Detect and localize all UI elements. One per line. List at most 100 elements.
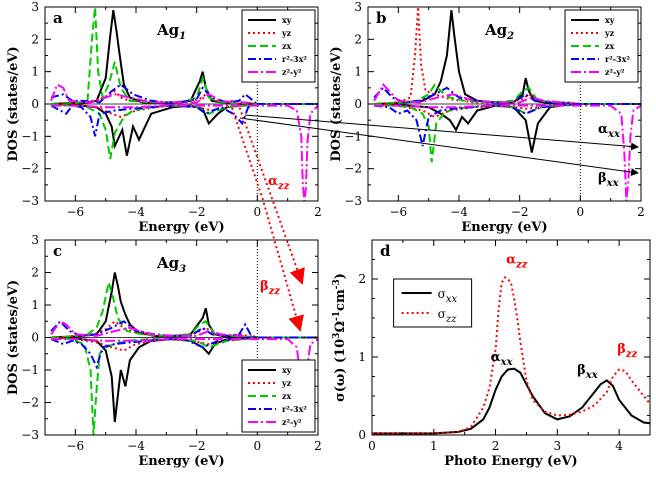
panel-c-xtick-label: 0 <box>254 439 262 453</box>
arrow-alpha-zz <box>237 102 305 285</box>
panel-b-ytick-label: 0 <box>354 97 362 111</box>
panel-d-xtick-label: 3 <box>554 439 562 453</box>
panel-d-legend-label-1: σzz <box>438 307 457 325</box>
panel-d-ytick-label: 1 <box>358 350 366 364</box>
panel-d-legend-label-0-sub: xx <box>446 294 458 305</box>
panel-b-xtick-label: 2 <box>637 205 645 219</box>
panel-a: −6 −4 −2 0 2 −3 −2 −1 0 1 2 3 Energy (eV) DOS (states… <box>6 0 322 235</box>
panel-d-legend-label-1-main: σ <box>438 307 446 321</box>
panel-c-series-6 <box>51 336 318 352</box>
panel-c-legend: xy yz zx r²-3x² z²-y² <box>241 359 316 433</box>
panel-d-ylabel: σ(ω) (103Ω-1cm-3) <box>332 273 348 402</box>
panel-c-title-main: Ag <box>156 254 180 272</box>
arrow-beta-zz <box>231 107 304 332</box>
panel-d-annot-1-sub: xx <box>500 357 514 368</box>
panel-b-xtick-label: −4 <box>450 205 468 219</box>
panel-d-xlabel: Photo Energy (eV) <box>444 454 577 469</box>
panel-d-annot-0: αzz <box>506 252 528 270</box>
panel-c-letter: c <box>53 242 62 260</box>
panel-d-xtick-label: 0 <box>368 439 376 453</box>
panel-d-legend-box <box>393 278 473 328</box>
panel-a-ytick-label: −2 <box>21 162 39 176</box>
panel-d-annot-1-main: α <box>491 350 501 365</box>
panel-d-series <box>372 276 650 435</box>
panel-b-ytick-label: −2 <box>344 162 362 176</box>
panel-d-ylabel-part-4: cm <box>333 289 348 311</box>
arrow-beta-xx <box>239 117 639 177</box>
panel-a-ytick-label: −1 <box>21 129 39 143</box>
panel-a-series-8 <box>50 103 318 137</box>
panel-a-ytick-label: 1 <box>31 65 39 79</box>
panel-d-letter: d <box>380 242 391 260</box>
panel-b: −6 −4 −2 0 2 −3 −2 −1 0 1 2 3 Energy (eV) DOS (states… <box>329 0 645 235</box>
panel-b-title: Ag2 <box>484 21 514 42</box>
panel-d-ylabel-part-5: -3 <box>332 279 342 289</box>
panel-b-legend-label-0: xy <box>605 15 615 25</box>
panel-b-legend-label-4: z²-y² <box>605 67 625 77</box>
panel-a-ytick-label: 0 <box>31 97 39 111</box>
arrow-beta-zz-label-main: β <box>260 279 269 294</box>
panel-a-legend-label-1: yz <box>281 28 292 38</box>
panel-a-legend-label-4: z²-y² <box>282 67 302 77</box>
panel-c-ytick-label: −1 <box>21 363 39 377</box>
panel-d-series-1 <box>372 276 650 435</box>
panel-b-xtick-label: −6 <box>389 205 407 219</box>
panel-d-xtick-label: 2 <box>492 439 500 453</box>
panel-a-series-4 <box>50 83 318 105</box>
panel-d-ylabel-part-1: 3 <box>332 333 342 339</box>
panel-b-ytick-label: 2 <box>354 32 362 46</box>
panel-c-series-3 <box>50 319 318 339</box>
panel-b-ytick-label: 3 <box>354 0 362 14</box>
panel-c-legend-label-1: yz <box>281 378 292 388</box>
panel-b-title-sub: 2 <box>506 31 514 42</box>
panel-a-xlabel: Energy (eV) <box>138 220 224 235</box>
arrow-beta-xx-label-main: β <box>598 171 607 186</box>
panel-d-legend-label-0: σxx <box>438 287 458 305</box>
panel-c-ytick-label: 1 <box>31 298 39 312</box>
panel-d-ytick-label: 2 <box>358 272 366 286</box>
arrow-beta-zz-label: βzz <box>260 279 280 297</box>
panel-d-ylabel-part-2: Ω <box>333 321 348 333</box>
panel-d-ylabel-part-6: ) <box>333 273 348 279</box>
panel-a-title-sub: 1 <box>179 31 186 42</box>
panels-layer: −6 −4 −2 0 2 −3 −2 −1 0 1 2 3 Energy (eV) DOS (states… <box>6 0 651 469</box>
panel-d-legend-label-0-main: σ <box>438 287 446 301</box>
panel-d-annot-1: αxx <box>491 350 514 368</box>
panel-c-xtick-label: 2 <box>314 439 322 453</box>
panel-c-ytick-label: −2 <box>21 396 39 410</box>
panel-a-legend-label-0: xy <box>282 15 292 25</box>
panel-b-series <box>373 7 641 201</box>
panel-d-legend-label-1-sub: zz <box>445 314 457 325</box>
panel-b-series-4 <box>373 82 641 105</box>
panel-d-ylabel-part-3: -1 <box>332 311 342 321</box>
panel-d-ylabel-part-0: σ(ω) (10 <box>333 339 348 402</box>
panel-b-legend-label-3: r²-3x² <box>605 54 630 64</box>
panel-b-ytick-label: 1 <box>354 65 362 79</box>
panel-b-ytick-label: −1 <box>344 129 362 143</box>
panel-a-ytick-label: 3 <box>31 0 39 14</box>
panel-c-ytick-label: −3 <box>21 428 39 442</box>
panel-c-xlabel: Energy (eV) <box>138 454 224 469</box>
panel-b-ylabel: DOS (states/eV) <box>329 46 344 161</box>
panel-c-series-8 <box>50 336 318 370</box>
panel-d-annot-3: βzz <box>617 342 637 360</box>
panel-a-legend-label-3: r²-3x² <box>282 54 307 64</box>
panel-a-title: Ag1 <box>156 21 186 42</box>
panel-a-xtick-label: 0 <box>254 205 262 219</box>
panel-a-legend-label-2: zx <box>282 41 292 51</box>
panel-d-annot-2-main: β <box>577 363 586 378</box>
panel-a-ylabel: DOS (states/eV) <box>6 46 21 161</box>
panel-c-xtick-label: −6 <box>66 439 84 453</box>
panel-c: −6 −4 −2 0 2 −3 −2 −1 0 1 2 3 Energy (eV) DOS (states… <box>6 233 322 469</box>
panel-d-annot-2: βxx <box>577 363 599 381</box>
panel-b-letter: b <box>376 9 387 27</box>
panel-a-title-main: Ag <box>156 21 180 39</box>
panel-d-annot-0-main: α <box>506 252 516 267</box>
panel-c-legend-label-3: r²-3x² <box>282 404 307 414</box>
panel-a-series-7 <box>51 103 318 160</box>
